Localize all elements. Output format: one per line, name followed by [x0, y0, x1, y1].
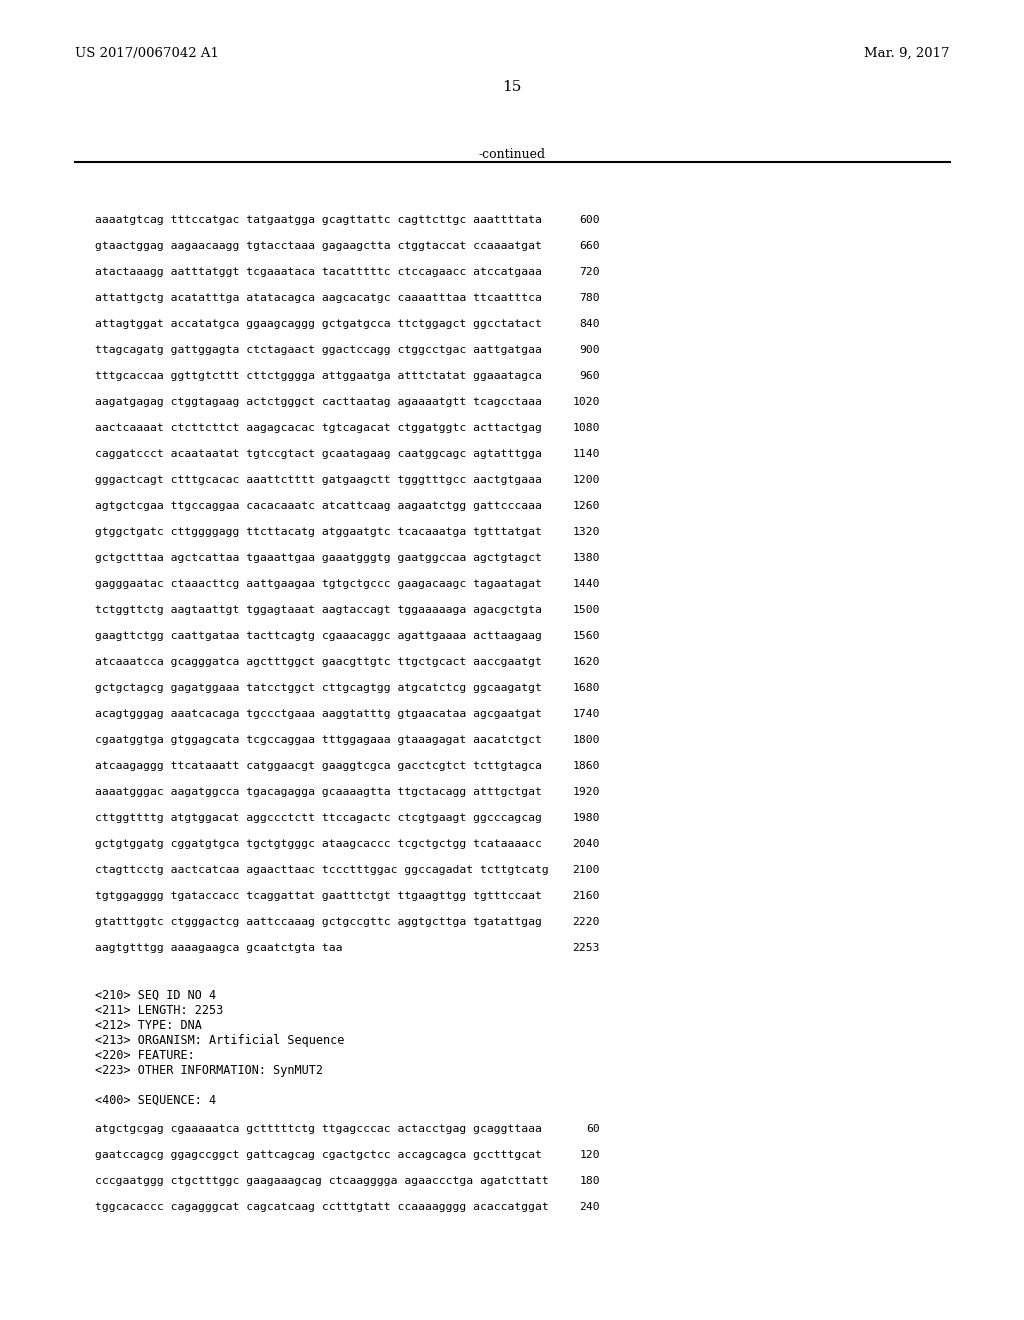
Text: 960: 960 [580, 371, 600, 381]
Text: gtggctgatc cttggggagg ttcttacatg atggaatgtc tcacaaatga tgtttatgat: gtggctgatc cttggggagg ttcttacatg atggaat… [95, 527, 542, 537]
Text: attattgctg acatatttga atatacagca aagcacatgc caaaatttaa ttcaatttca: attattgctg acatatttga atatacagca aagcaca… [95, 293, 542, 304]
Text: cttggttttg atgtggacat aggccctctt ttccagactc ctcgtgaagt ggcccagcag: cttggttttg atgtggacat aggccctctt ttccaga… [95, 813, 542, 822]
Text: 60: 60 [587, 1125, 600, 1134]
Text: aactcaaaat ctcttcttct aagagcacac tgtcagacat ctggatggtc acttactgag: aactcaaaat ctcttcttct aagagcacac tgtcaga… [95, 422, 542, 433]
Text: 2160: 2160 [572, 891, 600, 902]
Text: <213> ORGANISM: Artificial Sequence: <213> ORGANISM: Artificial Sequence [95, 1034, 344, 1047]
Text: -continued: -continued [478, 148, 546, 161]
Text: Mar. 9, 2017: Mar. 9, 2017 [864, 48, 950, 59]
Text: gctgctagcg gagatggaaa tatcctggct cttgcagtgg atgcatctcg ggcaagatgt: gctgctagcg gagatggaaa tatcctggct cttgcag… [95, 682, 542, 693]
Text: 1980: 1980 [572, 813, 600, 822]
Text: <210> SEQ ID NO 4: <210> SEQ ID NO 4 [95, 989, 216, 1002]
Text: <212> TYPE: DNA: <212> TYPE: DNA [95, 1019, 202, 1032]
Text: 1620: 1620 [572, 657, 600, 667]
Text: 1680: 1680 [572, 682, 600, 693]
Text: gtaactggag aagaacaagg tgtacctaaa gagaagctta ctggtaccat ccaaaatgat: gtaactggag aagaacaagg tgtacctaaa gagaagc… [95, 242, 542, 251]
Text: gaatccagcg ggagccggct gattcagcag cgactgctcc accagcagca gcctttgcat: gaatccagcg ggagccggct gattcagcag cgactgc… [95, 1150, 542, 1160]
Text: tctggttctg aagtaattgt tggagtaaat aagtaccagt tggaaaaaga agacgctgta: tctggttctg aagtaattgt tggagtaaat aagtacc… [95, 605, 542, 615]
Text: 2220: 2220 [572, 917, 600, 927]
Text: 840: 840 [580, 319, 600, 329]
Text: aaaatgtcag tttccatgac tatgaatgga gcagttattc cagttcttgc aaattttata: aaaatgtcag tttccatgac tatgaatgga gcagtta… [95, 215, 542, 224]
Text: gctgtggatg cggatgtgca tgctgtgggc ataagcaccc tcgctgctgg tcataaaacc: gctgtggatg cggatgtgca tgctgtgggc ataagca… [95, 840, 542, 849]
Text: atcaagaggg ttcataaatt catggaacgt gaaggtcgca gacctcgtct tcttgtagca: atcaagaggg ttcataaatt catggaacgt gaaggtc… [95, 762, 542, 771]
Text: 1320: 1320 [572, 527, 600, 537]
Text: 1440: 1440 [572, 579, 600, 589]
Text: 600: 600 [580, 215, 600, 224]
Text: gagggaatac ctaaacttcg aattgaagaa tgtgctgccc gaagacaagc tagaatagat: gagggaatac ctaaacttcg aattgaagaa tgtgctg… [95, 579, 542, 589]
Text: 1860: 1860 [572, 762, 600, 771]
Text: 1020: 1020 [572, 397, 600, 407]
Text: ctagttcctg aactcatcaa agaacttaac tccctttggac ggccagadat tcttgtcatg: ctagttcctg aactcatcaa agaacttaac tcccttt… [95, 865, 549, 875]
Text: 1740: 1740 [572, 709, 600, 719]
Text: tttgcaccaa ggttgtcttt cttctgggga attggaatga atttctatat ggaaatagca: tttgcaccaa ggttgtcttt cttctgggga attggaa… [95, 371, 542, 381]
Text: 720: 720 [580, 267, 600, 277]
Text: 1200: 1200 [572, 475, 600, 484]
Text: <220> FEATURE:: <220> FEATURE: [95, 1049, 195, 1063]
Text: 180: 180 [580, 1176, 600, 1185]
Text: 1920: 1920 [572, 787, 600, 797]
Text: agtgctcgaa ttgccaggaa cacacaaatc atcattcaag aagaatctgg gattcccaaa: agtgctcgaa ttgccaggaa cacacaaatc atcattc… [95, 502, 542, 511]
Text: 900: 900 [580, 345, 600, 355]
Text: tggcacaccc cagagggcat cagcatcaag cctttgtatt ccaaaagggg acaccatggat: tggcacaccc cagagggcat cagcatcaag cctttgt… [95, 1203, 549, 1212]
Text: <211> LENGTH: 2253: <211> LENGTH: 2253 [95, 1005, 223, 1016]
Text: tgtggagggg tgataccacc tcaggattat gaatttctgt ttgaagttgg tgtttccaat: tgtggagggg tgataccacc tcaggattat gaatttc… [95, 891, 542, 902]
Text: 780: 780 [580, 293, 600, 304]
Text: gaagttctgg caattgataa tacttcagtg cgaaacaggc agattgaaaa acttaagaag: gaagttctgg caattgataa tacttcagtg cgaaaca… [95, 631, 542, 642]
Text: US 2017/0067042 A1: US 2017/0067042 A1 [75, 48, 219, 59]
Text: 1080: 1080 [572, 422, 600, 433]
Text: <223> OTHER INFORMATION: SynMUT2: <223> OTHER INFORMATION: SynMUT2 [95, 1064, 323, 1077]
Text: aaaatgggac aagatggcca tgacagagga gcaaaagtta ttgctacagg atttgctgat: aaaatgggac aagatggcca tgacagagga gcaaaag… [95, 787, 542, 797]
Text: atgctgcgag cgaaaaatca gctttttctg ttgagcccac actacctgag gcaggttaaa: atgctgcgag cgaaaaatca gctttttctg ttgagcc… [95, 1125, 542, 1134]
Text: 15: 15 [503, 81, 521, 94]
Text: gtatttggtc ctgggactcg aattccaaag gctgccgttc aggtgcttga tgatattgag: gtatttggtc ctgggactcg aattccaaag gctgccg… [95, 917, 542, 927]
Text: aagatgagag ctggtagaag actctgggct cacttaatag agaaaatgtt tcagcctaaa: aagatgagag ctggtagaag actctgggct cacttaa… [95, 397, 542, 407]
Text: 1140: 1140 [572, 449, 600, 459]
Text: gctgctttaa agctcattaa tgaaattgaa gaaatgggtg gaatggccaa agctgtagct: gctgctttaa agctcattaa tgaaattgaa gaaatgg… [95, 553, 542, 564]
Text: 2100: 2100 [572, 865, 600, 875]
Text: acagtgggag aaatcacaga tgccctgaaa aaggtatttg gtgaacataa agcgaatgat: acagtgggag aaatcacaga tgccctgaaa aaggtat… [95, 709, 542, 719]
Text: attagtggat accatatgca ggaagcaggg gctgatgcca ttctggagct ggcctatact: attagtggat accatatgca ggaagcaggg gctgatg… [95, 319, 542, 329]
Text: 1380: 1380 [572, 553, 600, 564]
Text: 1260: 1260 [572, 502, 600, 511]
Text: 2040: 2040 [572, 840, 600, 849]
Text: cgaatggtga gtggagcata tcgccaggaa tttggagaaa gtaaagagat aacatctgct: cgaatggtga gtggagcata tcgccaggaa tttggag… [95, 735, 542, 744]
Text: 660: 660 [580, 242, 600, 251]
Text: 120: 120 [580, 1150, 600, 1160]
Text: <400> SEQUENCE: 4: <400> SEQUENCE: 4 [95, 1094, 216, 1107]
Text: caggatccct acaataatat tgtccgtact gcaatagaag caatggcagc agtatttgga: caggatccct acaataatat tgtccgtact gcaatag… [95, 449, 542, 459]
Text: 2253: 2253 [572, 942, 600, 953]
Text: aagtgtttgg aaaagaagca gcaatctgta taa: aagtgtttgg aaaagaagca gcaatctgta taa [95, 942, 342, 953]
Text: gggactcagt ctttgcacac aaattctttt gatgaagctt tgggtttgcc aactgtgaaa: gggactcagt ctttgcacac aaattctttt gatgaag… [95, 475, 542, 484]
Text: atcaaatcca gcagggatca agctttggct gaacgttgtc ttgctgcact aaccgaatgt: atcaaatcca gcagggatca agctttggct gaacgtt… [95, 657, 542, 667]
Text: ttagcagatg gattggagta ctctagaact ggactccagg ctggcctgac aattgatgaa: ttagcagatg gattggagta ctctagaact ggactcc… [95, 345, 542, 355]
Text: cccgaatggg ctgctttggc gaagaaagcag ctcaagggga agaaccctga agatcttatt: cccgaatggg ctgctttggc gaagaaagcag ctcaag… [95, 1176, 549, 1185]
Text: 1800: 1800 [572, 735, 600, 744]
Text: 1560: 1560 [572, 631, 600, 642]
Text: atactaaagg aatttatggt tcgaaataca tacatttttc ctccagaacc atccatgaaa: atactaaagg aatttatggt tcgaaataca tacattt… [95, 267, 542, 277]
Text: 240: 240 [580, 1203, 600, 1212]
Text: 1500: 1500 [572, 605, 600, 615]
